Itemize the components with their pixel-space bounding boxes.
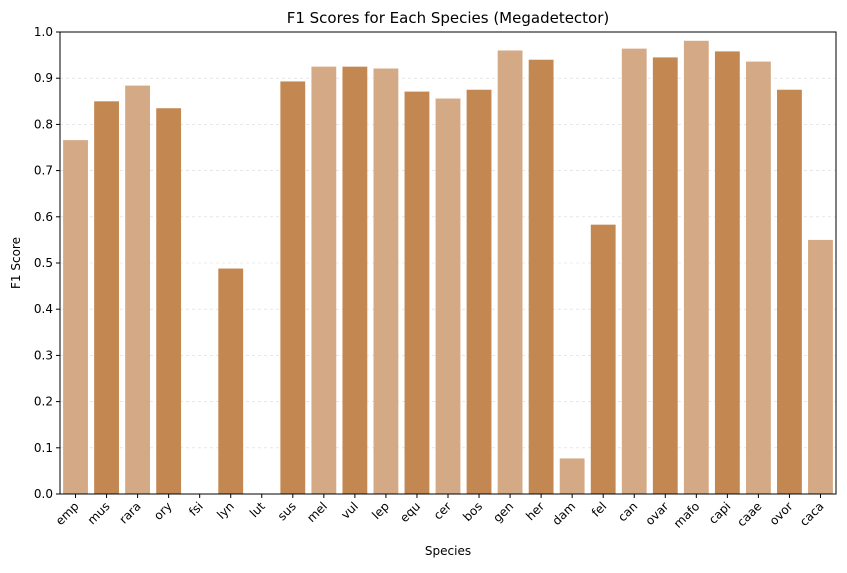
bar-mus bbox=[94, 101, 119, 495]
y-tick-label: 0.4 bbox=[34, 302, 53, 316]
bar-fel bbox=[590, 224, 616, 495]
bar-rara bbox=[125, 85, 151, 494]
y-tick-label: 0.6 bbox=[34, 210, 53, 224]
bar-cer bbox=[435, 98, 461, 494]
bars bbox=[63, 40, 833, 495]
y-axis-label: F1 Score bbox=[9, 237, 23, 289]
y-tick-label: 0.0 bbox=[34, 487, 53, 501]
bar-lep bbox=[373, 68, 399, 495]
y-axis-ticks: 0.0 0.1 0.2 0.3 0.4 0.5 0.6 0.7 0.8 0.9 1.0 bbox=[34, 25, 60, 501]
chart-title: F1 Scores for Each Species (Megadetector… bbox=[287, 9, 610, 27]
x-tick-label: caae bbox=[734, 499, 764, 529]
x-tick-label: lut bbox=[247, 499, 268, 520]
bar-equ bbox=[404, 91, 430, 495]
x-tick-label: lep bbox=[369, 499, 392, 522]
bar-emp bbox=[63, 140, 88, 494]
y-tick-label: 0.1 bbox=[34, 441, 53, 455]
x-tick-label: ory bbox=[151, 499, 175, 523]
bar-her bbox=[528, 59, 554, 494]
bar-ory bbox=[156, 108, 182, 494]
x-tick-label: bos bbox=[460, 499, 485, 524]
x-tick-label: gen bbox=[490, 499, 516, 525]
x-tick-label: cer bbox=[431, 499, 454, 522]
y-tick-label: 0.5 bbox=[34, 256, 53, 270]
bar-vul bbox=[342, 66, 368, 495]
bar-lyn bbox=[218, 268, 244, 494]
x-tick-label: fel bbox=[589, 499, 609, 519]
x-axis-label: Species bbox=[425, 544, 471, 558]
x-tick-label: vul bbox=[338, 499, 361, 522]
x-tick-label: ovar bbox=[643, 499, 672, 528]
x-tick-label: dam bbox=[550, 499, 579, 528]
x-axis-ticks: emp mus rara ory fsi lyn lut sus mel vul lep equ cer… bbox=[53, 494, 827, 531]
bar-bos bbox=[466, 89, 492, 494]
y-tick-label: 0.8 bbox=[34, 117, 53, 131]
x-tick-label: emp bbox=[53, 499, 82, 528]
x-tick-label: her bbox=[523, 499, 547, 523]
x-tick-label: sus bbox=[275, 499, 299, 523]
y-tick-label: 0.7 bbox=[34, 164, 53, 178]
bar-gen bbox=[497, 50, 523, 494]
bar-ovar bbox=[652, 57, 678, 494]
x-tick-label: capi bbox=[706, 499, 734, 527]
y-tick-label: 0.2 bbox=[34, 395, 53, 409]
x-tick-label: caca bbox=[797, 499, 827, 529]
y-tick-label: 0.3 bbox=[34, 348, 53, 362]
x-tick-label: mel bbox=[304, 499, 330, 525]
x-tick-label: mafo bbox=[671, 499, 703, 531]
y-tick-label: 1.0 bbox=[34, 25, 53, 39]
x-tick-label: lyn bbox=[214, 499, 237, 522]
bar-caae bbox=[745, 61, 771, 495]
bar-dam bbox=[559, 458, 585, 494]
bar-mel bbox=[311, 66, 337, 495]
x-tick-label: ovor bbox=[767, 499, 796, 528]
x-tick-label: rara bbox=[116, 499, 143, 526]
bar-capi bbox=[714, 51, 740, 495]
bar-caca bbox=[808, 239, 833, 494]
bar-can bbox=[621, 48, 647, 495]
x-tick-label: mus bbox=[85, 499, 113, 527]
y-tick-label: 0.9 bbox=[34, 71, 53, 85]
bar-mafo bbox=[683, 40, 709, 494]
x-tick-label: fsi bbox=[186, 499, 206, 519]
bar-ovor bbox=[777, 89, 802, 494]
x-tick-label: equ bbox=[397, 499, 423, 525]
x-tick-label: can bbox=[615, 499, 640, 524]
bar-sus bbox=[280, 81, 306, 495]
